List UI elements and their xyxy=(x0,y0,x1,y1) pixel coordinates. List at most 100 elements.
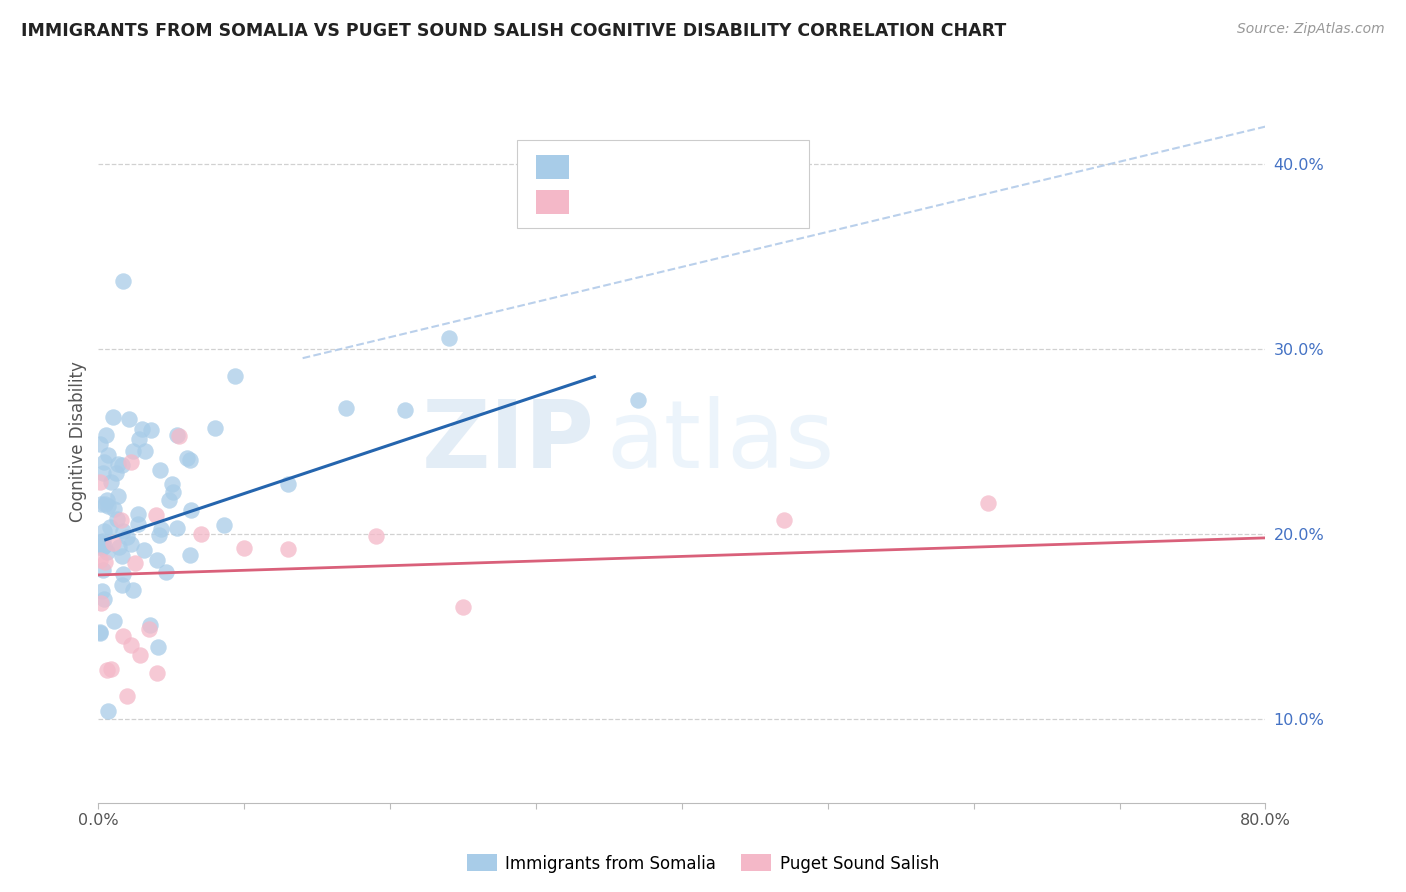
Point xyxy=(127,517,149,532)
Point xyxy=(89,538,111,552)
Point xyxy=(89,475,111,489)
Point xyxy=(138,622,160,636)
Text: 25: 25 xyxy=(744,193,768,211)
Point xyxy=(105,512,128,526)
Point xyxy=(96,428,118,442)
Point xyxy=(100,475,122,489)
Point xyxy=(96,663,118,677)
Point xyxy=(145,508,167,523)
Point xyxy=(179,549,201,563)
Point xyxy=(451,600,474,615)
Point xyxy=(103,502,125,516)
Point xyxy=(111,578,134,592)
Point xyxy=(129,648,152,662)
Point xyxy=(157,493,180,508)
Text: 74: 74 xyxy=(744,158,768,176)
Point xyxy=(115,690,138,704)
Point xyxy=(91,563,114,577)
Point xyxy=(94,555,117,569)
Point xyxy=(97,499,120,513)
Point xyxy=(141,423,163,437)
Point xyxy=(97,449,120,463)
Point xyxy=(176,451,198,466)
Point xyxy=(146,666,169,681)
Point xyxy=(101,536,124,550)
Y-axis label: Cognitive Disability: Cognitive Disability xyxy=(69,361,87,522)
Point xyxy=(93,497,115,511)
Point xyxy=(112,628,135,642)
Point xyxy=(115,530,138,544)
Point xyxy=(977,496,1000,510)
Point xyxy=(100,663,122,677)
Point xyxy=(180,503,202,517)
Text: Source: ZipAtlas.com: Source: ZipAtlas.com xyxy=(1237,22,1385,37)
Point xyxy=(107,489,129,503)
Point xyxy=(277,477,299,491)
Point xyxy=(89,552,111,566)
Point xyxy=(335,401,357,415)
Point xyxy=(204,421,226,435)
FancyBboxPatch shape xyxy=(536,155,569,178)
Text: R =: R = xyxy=(578,158,613,176)
Point xyxy=(214,518,236,533)
Point xyxy=(91,583,114,598)
FancyBboxPatch shape xyxy=(517,140,810,228)
Point xyxy=(149,463,172,477)
Point xyxy=(166,427,188,442)
Point xyxy=(155,565,177,579)
Point xyxy=(128,432,150,446)
Point xyxy=(89,535,111,549)
Point xyxy=(364,529,387,543)
Point xyxy=(160,477,183,491)
Point xyxy=(112,274,135,288)
Text: N =: N = xyxy=(692,193,728,211)
Point xyxy=(118,412,141,426)
Point xyxy=(190,527,212,541)
Point xyxy=(111,524,134,538)
Text: 0.325: 0.325 xyxy=(630,158,683,176)
Point xyxy=(89,626,111,640)
Point xyxy=(773,513,796,527)
Point xyxy=(111,549,134,564)
Point xyxy=(150,522,173,536)
Point xyxy=(127,507,149,521)
Point xyxy=(89,437,111,451)
Point xyxy=(167,429,190,443)
Point xyxy=(120,537,142,551)
Point xyxy=(108,541,131,555)
Point xyxy=(103,615,125,629)
Text: N =: N = xyxy=(692,158,728,176)
Text: R =: R = xyxy=(578,193,619,211)
Point xyxy=(96,493,118,508)
Point xyxy=(120,455,142,469)
Point xyxy=(93,455,115,469)
Text: ZIP: ZIP xyxy=(422,395,595,488)
Point xyxy=(131,422,153,436)
Point xyxy=(120,638,142,652)
Point xyxy=(96,545,118,559)
Legend: Immigrants from Somalia, Puget Sound Salish: Immigrants from Somalia, Puget Sound Sal… xyxy=(460,847,946,880)
Text: IMMIGRANTS FROM SOMALIA VS PUGET SOUND SALISH COGNITIVE DISABILITY CORRELATION C: IMMIGRANTS FROM SOMALIA VS PUGET SOUND S… xyxy=(21,22,1007,40)
Point xyxy=(179,453,201,467)
Point xyxy=(111,458,134,473)
Point xyxy=(437,331,460,345)
Point xyxy=(93,524,115,538)
Point xyxy=(139,618,162,632)
Point xyxy=(627,392,650,407)
Point xyxy=(100,520,122,534)
Point xyxy=(146,552,169,566)
Point xyxy=(91,467,114,481)
FancyBboxPatch shape xyxy=(536,190,569,213)
Point xyxy=(134,443,156,458)
Text: atlas: atlas xyxy=(606,395,834,488)
Point xyxy=(97,704,120,718)
Point xyxy=(103,409,125,424)
Point xyxy=(90,498,112,512)
Point xyxy=(233,541,256,555)
Point xyxy=(224,368,246,383)
Point xyxy=(93,539,115,553)
Point xyxy=(277,541,299,556)
Point xyxy=(111,566,134,581)
Point xyxy=(124,556,146,570)
Point xyxy=(90,541,112,555)
